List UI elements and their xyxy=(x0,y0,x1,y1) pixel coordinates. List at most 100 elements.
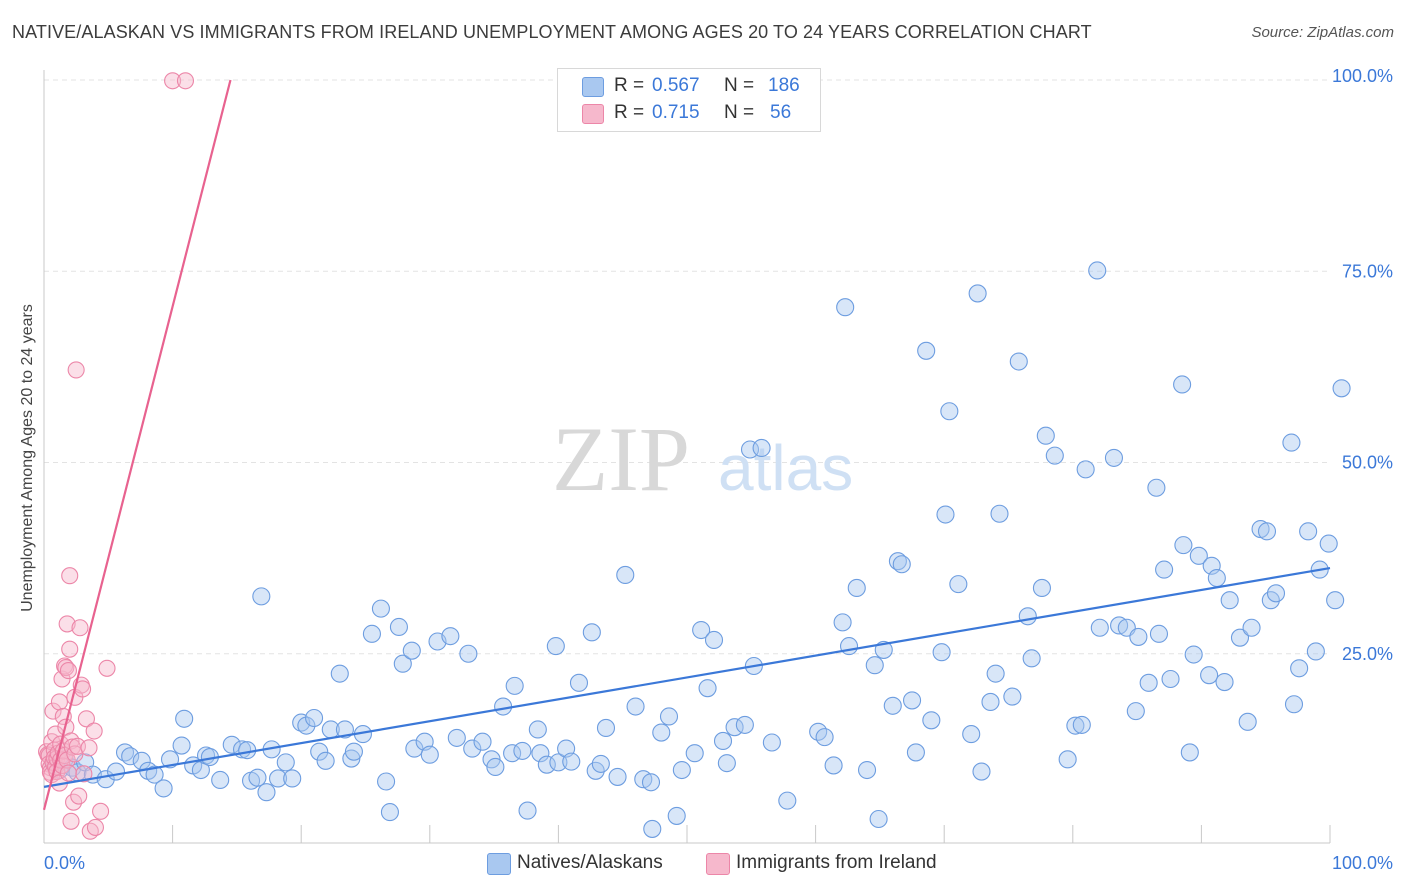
data-point-ireland xyxy=(176,72,195,90)
data-point-natives xyxy=(238,741,257,760)
legend-label-ireland: Immigrants from Ireland xyxy=(736,852,937,873)
data-point-ireland xyxy=(98,659,116,677)
data-point-natives xyxy=(1284,695,1304,714)
data-point-natives xyxy=(616,565,635,585)
x-tick-label: 100.0% xyxy=(1332,853,1393,873)
data-point-natives xyxy=(698,679,717,698)
data-point-natives xyxy=(1003,687,1022,706)
data-point-natives xyxy=(1299,522,1318,541)
y-tick-label: 100.0% xyxy=(1332,66,1393,86)
series-ireland-points xyxy=(38,72,195,840)
data-point-ireland xyxy=(59,662,77,680)
data-point-natives xyxy=(1207,568,1226,588)
data-point-natives xyxy=(1290,659,1309,678)
legend-swatch-natives xyxy=(582,77,604,97)
data-point-natives xyxy=(463,739,482,758)
data-point-natives xyxy=(459,644,478,663)
trend-line-natives xyxy=(43,566,1331,788)
data-point-natives xyxy=(1180,743,1199,762)
data-point-natives xyxy=(778,791,797,810)
legend-row-ireland: R = 0.715 N = 56 xyxy=(558,102,820,128)
watermark-zip: ZIP xyxy=(552,408,690,510)
data-point-natives xyxy=(1326,591,1345,610)
data-point-natives xyxy=(865,656,884,675)
data-point-natives xyxy=(546,637,565,656)
data-point-natives xyxy=(932,643,951,662)
data-point-natives xyxy=(1242,618,1261,637)
tick-labels: 25.0% 50.0% 75.0% 100.0% 0.0% 100.0% xyxy=(44,66,1393,873)
data-point-natives xyxy=(685,744,704,763)
data-point-natives xyxy=(513,741,532,760)
data-point-natives xyxy=(1155,560,1174,579)
data-point-natives xyxy=(762,733,781,752)
data-point-natives xyxy=(371,599,390,618)
data-point-natives xyxy=(342,749,361,768)
data-point-natives xyxy=(1009,352,1028,371)
legend-n-label: N = xyxy=(724,75,755,96)
data-point-ireland xyxy=(80,739,98,757)
data-point-natives xyxy=(847,578,866,598)
data-point-natives xyxy=(596,718,616,738)
data-point-ireland xyxy=(63,738,81,756)
data-point-natives xyxy=(297,716,316,735)
data-point-ireland xyxy=(71,619,89,637)
data-point-natives xyxy=(1257,522,1277,541)
data-point-natives xyxy=(1220,591,1239,610)
data-point-ireland xyxy=(92,802,110,820)
data-point-natives xyxy=(1149,624,1169,643)
axes xyxy=(43,70,1331,844)
watermark-atlas: atlas xyxy=(718,432,853,504)
data-point-natives xyxy=(175,709,194,728)
data-point-natives xyxy=(1147,478,1166,497)
data-point-natives xyxy=(316,751,335,770)
data-point-natives xyxy=(962,725,981,744)
data-point-ireland xyxy=(50,693,68,711)
legend-n-label: N = xyxy=(724,102,755,123)
data-point-natives xyxy=(569,673,589,692)
data-point-natives xyxy=(1184,645,1203,664)
series-natives-points xyxy=(45,261,1351,838)
data-point-natives xyxy=(310,742,329,761)
data-point-natives xyxy=(626,697,645,716)
data-point-ireland xyxy=(70,787,88,805)
data-point-natives xyxy=(1161,669,1180,689)
data-point-natives xyxy=(562,752,581,771)
data-point-natives xyxy=(704,630,724,650)
data-point-natives xyxy=(1282,433,1301,452)
data-point-natives xyxy=(833,613,852,632)
data-point-natives xyxy=(815,728,834,747)
data-point-natives xyxy=(211,770,230,790)
data-point-natives xyxy=(972,762,991,781)
data-point-natives xyxy=(276,753,295,772)
data-point-natives xyxy=(486,757,505,777)
data-point-natives xyxy=(402,641,421,660)
data-point-natives xyxy=(869,809,888,829)
data-point-ireland xyxy=(164,72,182,90)
data-point-natives xyxy=(248,768,267,787)
data-point-natives xyxy=(1018,607,1037,626)
data-point-natives xyxy=(857,760,877,780)
data-point-natives xyxy=(330,664,349,683)
data-point-ireland xyxy=(58,615,76,633)
data-point-natives xyxy=(752,438,771,458)
data-point-natives xyxy=(1104,448,1124,467)
data-point-natives xyxy=(1032,578,1051,598)
data-point-natives xyxy=(269,769,288,788)
data-point-natives xyxy=(518,801,537,820)
data-point-ireland xyxy=(77,710,95,728)
legend-r-label: R = xyxy=(614,75,645,96)
data-point-natives xyxy=(537,755,556,774)
data-point-ireland xyxy=(61,640,79,658)
data-point-natives xyxy=(1238,712,1257,731)
data-point-natives xyxy=(990,504,1009,523)
legend-swatch-natives xyxy=(487,853,511,875)
data-point-natives xyxy=(1058,750,1077,769)
data-point-natives xyxy=(531,744,550,763)
data-point-ireland xyxy=(59,764,77,782)
data-point-natives xyxy=(906,743,925,762)
data-point-natives xyxy=(121,747,140,766)
data-point-natives xyxy=(405,739,424,758)
data-point-natives xyxy=(940,402,959,421)
data-point-natives xyxy=(643,819,662,838)
